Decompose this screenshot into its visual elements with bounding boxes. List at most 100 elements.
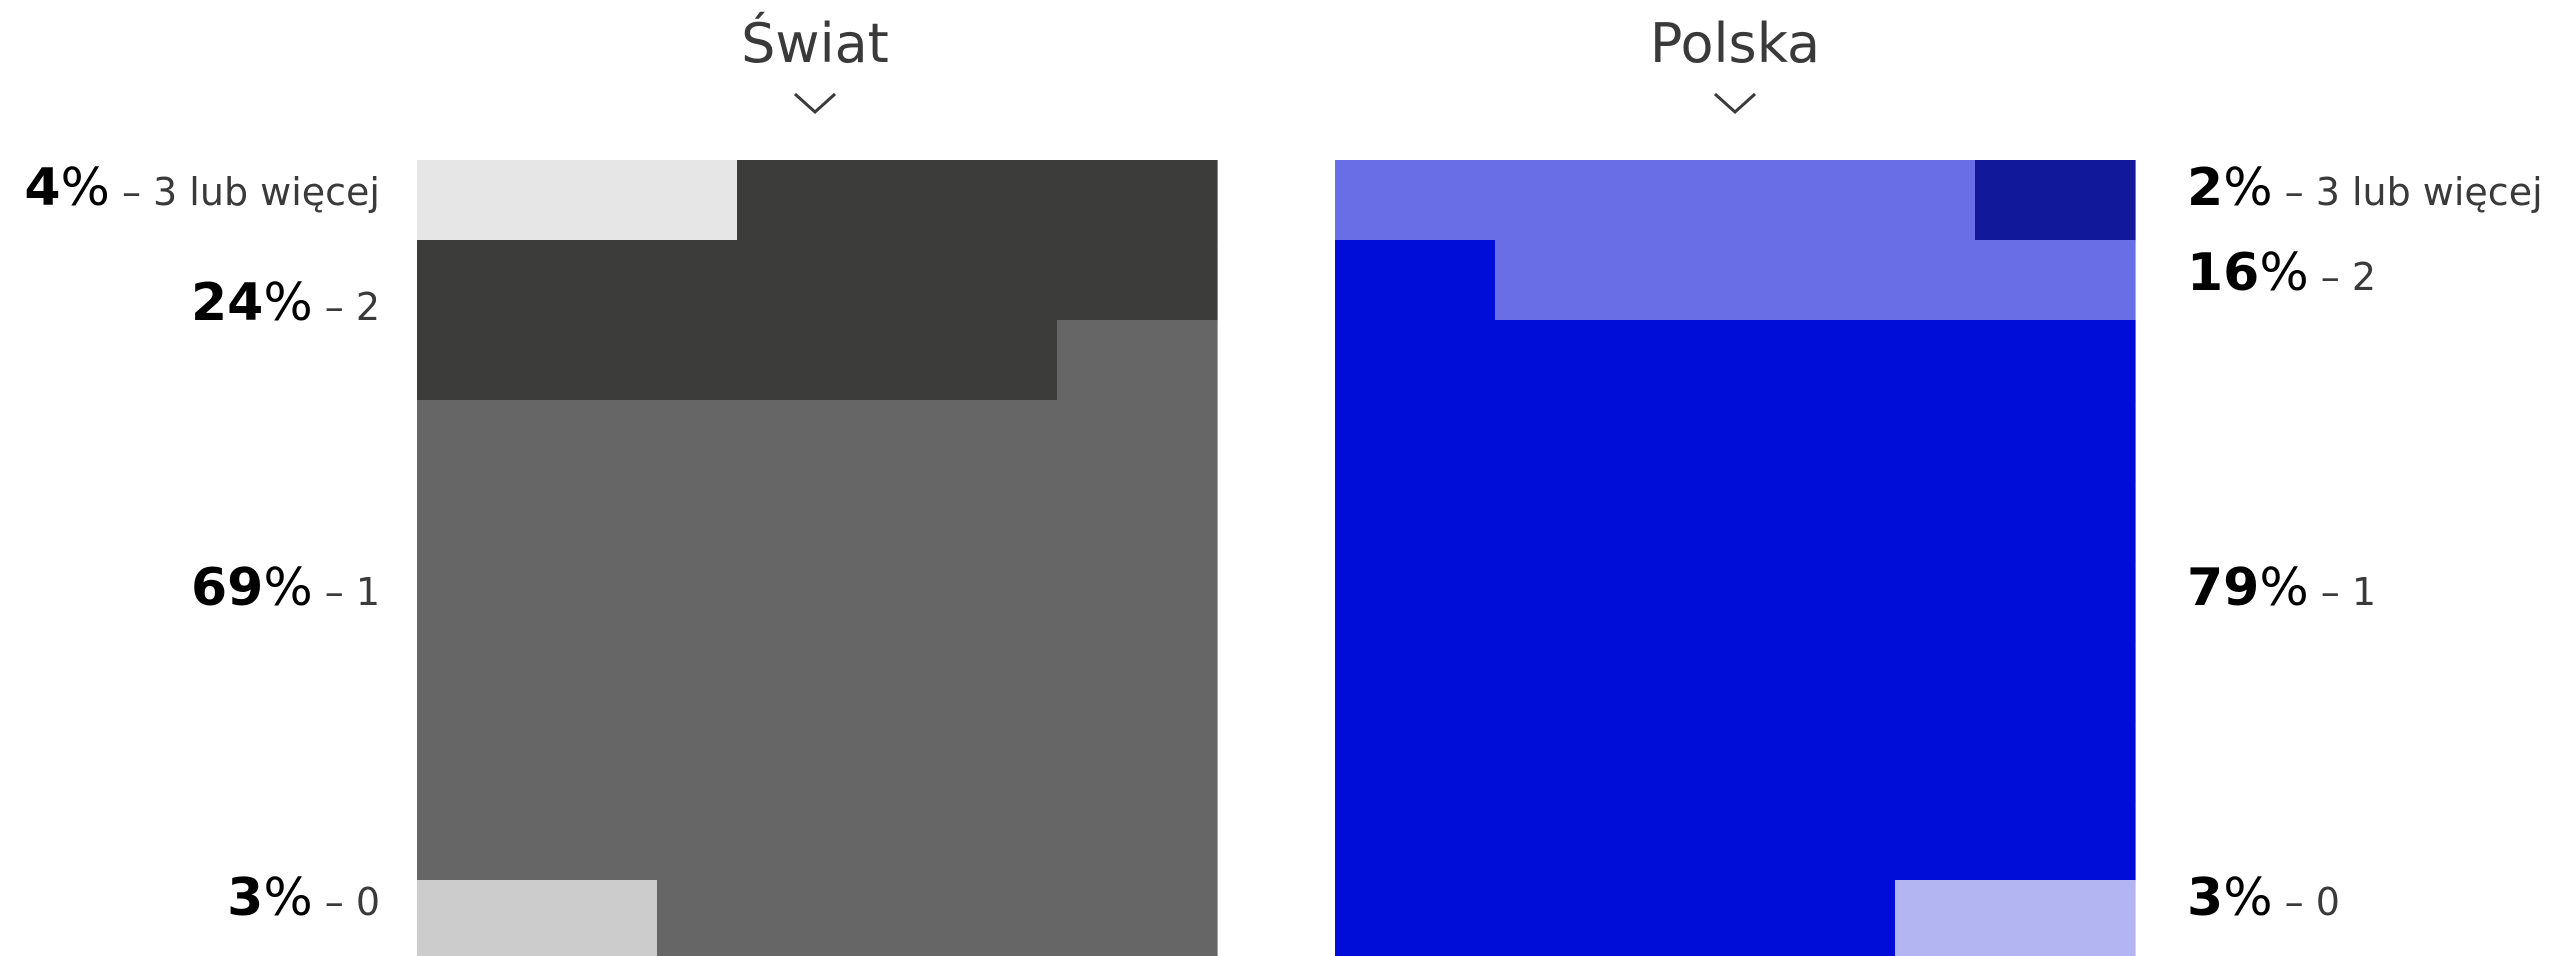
waffle-cell [577, 320, 658, 401]
waffle-cell [417, 880, 498, 956]
category-name: – 0 [325, 880, 380, 924]
waffle-cell [1415, 720, 1496, 801]
waffle-cell [417, 320, 498, 401]
waffle-cell [1975, 560, 2056, 641]
waffle-cell [1415, 640, 1496, 721]
waffle-cell [1057, 480, 1138, 561]
waffle-cell [1415, 880, 1496, 956]
waffle-chart-swiat: Świat 4% – 3 lub więcej 24% – 2 69% – 1 3% – 0 [24, 12, 1218, 956]
percent-value: 79 [2187, 558, 2259, 618]
waffle-cell [737, 880, 818, 956]
waffle-cell [737, 480, 818, 561]
chart-title: Polska [1650, 12, 1820, 75]
percent-unit: % [263, 273, 312, 333]
waffle-cell [577, 160, 658, 241]
waffle-cell [1735, 240, 1816, 321]
waffle-cell [1057, 800, 1138, 881]
waffle-cell [1655, 480, 1736, 561]
waffle-cell [497, 640, 578, 721]
waffle-cell [1137, 320, 1218, 401]
waffle-cell [1975, 240, 2056, 321]
category-name: – 0 [2285, 880, 2340, 924]
percent-unit: % [263, 558, 312, 618]
waffle-cell [1415, 400, 1496, 481]
waffle-cell [1495, 720, 1576, 801]
category-label: 69% – 1 [191, 558, 380, 618]
percent-unit: % [61, 158, 110, 218]
waffle-cell [897, 320, 978, 401]
waffle-cell [577, 640, 658, 721]
waffle-cell [1815, 240, 1896, 321]
waffle-cell [657, 880, 738, 956]
waffle-cell [1575, 160, 1656, 241]
chevron-down-icon [793, 92, 837, 115]
waffle-cell [1895, 560, 1976, 641]
waffle-cell [497, 320, 578, 401]
waffle-cell [1057, 640, 1138, 721]
category-name: – 2 [2321, 255, 2376, 299]
waffle-cell [1137, 720, 1218, 801]
waffle-cell [977, 160, 1058, 241]
waffle-cell [1975, 640, 2056, 721]
waffle-cell [2055, 560, 2136, 641]
waffle-cell [1575, 400, 1656, 481]
waffle-cell [497, 560, 578, 641]
waffle-cell [1495, 320, 1576, 401]
waffle-cell [817, 720, 898, 801]
waffle-cell [417, 160, 498, 241]
waffle-cell [977, 640, 1058, 721]
waffle-cell [1735, 320, 1816, 401]
waffle-cell [737, 240, 818, 321]
category-label: 79% – 1 [2187, 558, 2376, 618]
waffle-cell [1415, 560, 1496, 641]
waffle-cell [977, 400, 1058, 481]
waffle-cell [577, 480, 658, 561]
waffle-cell [977, 240, 1058, 321]
waffle-cell [1415, 480, 1496, 561]
category-name: – 3 lub więcej [2285, 170, 2543, 214]
chevron-down-icon [1713, 92, 1757, 115]
waffle-cell [1137, 480, 1218, 561]
waffle-cell [1815, 560, 1896, 641]
waffle-cell [1815, 720, 1896, 801]
waffle-cell [497, 160, 578, 241]
waffle-cell [1655, 320, 1736, 401]
waffle-cell [1895, 480, 1976, 561]
waffle-cell [2055, 480, 2136, 561]
waffle-cell [1137, 640, 1218, 721]
waffle-cell [2055, 800, 2136, 881]
percent-value: 3 [2187, 868, 2223, 928]
waffle-cell [1735, 720, 1816, 801]
waffle-cell [1495, 480, 1576, 561]
waffle-cell [897, 160, 978, 241]
waffle-cell [1735, 160, 1816, 241]
waffle-cell [2055, 400, 2136, 481]
waffle-cell [657, 240, 738, 321]
waffle-cell [2055, 720, 2136, 801]
waffle-cell [977, 480, 1058, 561]
waffle-cell [577, 240, 658, 321]
waffle-cell [1415, 800, 1496, 881]
waffle-cell [1895, 800, 1976, 881]
waffle-cell [497, 880, 578, 956]
waffle-cell [1895, 640, 1976, 721]
waffle-cell [1815, 880, 1896, 956]
waffle-cell [1575, 320, 1656, 401]
waffle-cell [1335, 400, 1416, 481]
waffle-cell [1575, 480, 1656, 561]
waffle-cell [737, 320, 818, 401]
percent-value: 3 [227, 868, 263, 928]
waffle-cell [417, 640, 498, 721]
waffle-cell [1495, 800, 1576, 881]
waffle-cell [977, 560, 1058, 641]
category-label: 16% – 2 [2187, 243, 2376, 303]
waffle-cell [817, 640, 898, 721]
waffle-cell [1495, 560, 1576, 641]
waffle-cell [1335, 480, 1416, 561]
waffle-cell [1815, 320, 1896, 401]
waffle-cell [1895, 160, 1976, 241]
waffle-cell [1735, 880, 1816, 956]
waffle-cell [1575, 800, 1656, 881]
waffle-cell [2055, 160, 2136, 241]
